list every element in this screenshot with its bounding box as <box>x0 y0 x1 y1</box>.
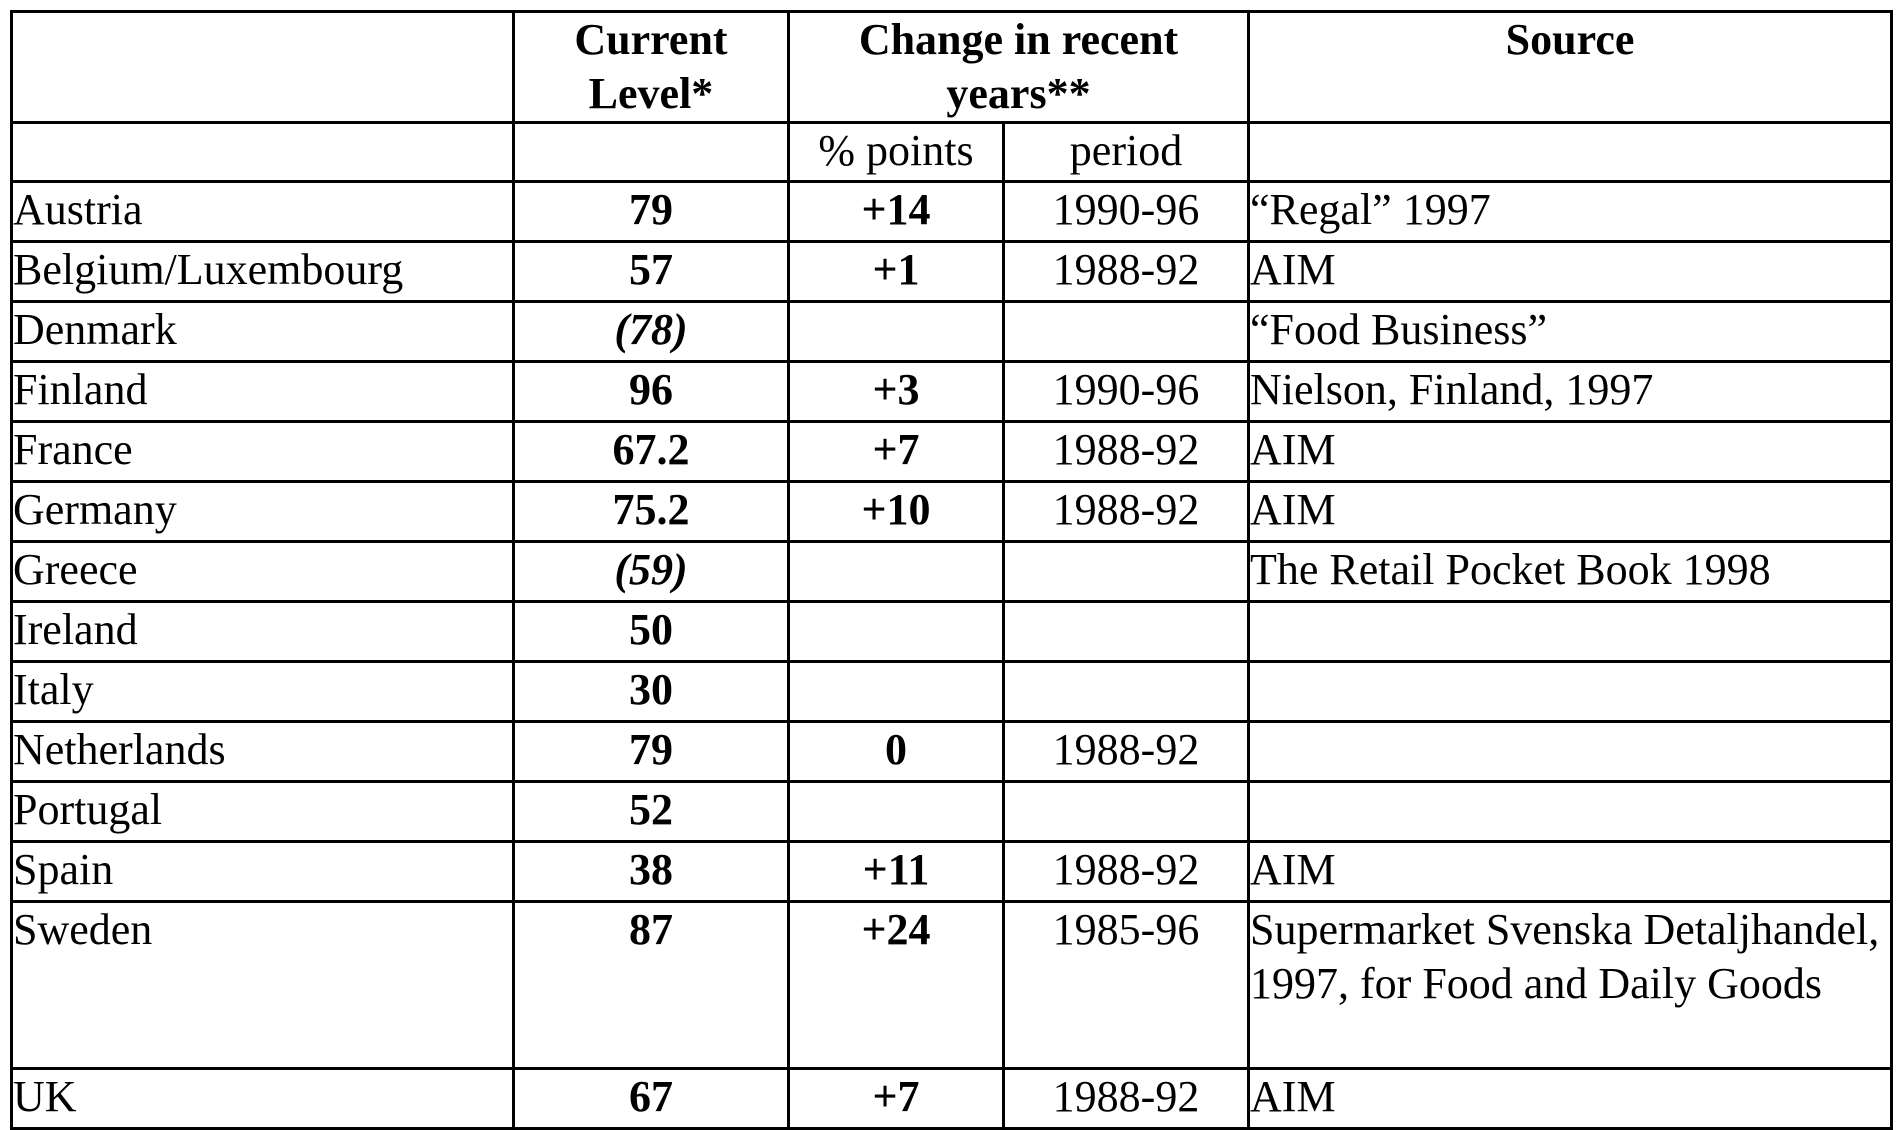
table-row: Spain 38 +11 1988-92 AIM <box>10 840 1894 903</box>
cell-country: Greece <box>10 540 515 603</box>
cell-source <box>1247 720 1894 783</box>
table-row: Greece (59) The Retail Pocket Book 1998 <box>10 540 1894 603</box>
cell-source: The Retail Pocket Book 1998 <box>1247 540 1894 603</box>
cell-source: Nielson, Finland, 1997 <box>1247 360 1894 423</box>
cell-country: Italy <box>10 660 515 723</box>
cell-country: Spain <box>10 840 515 903</box>
cell-current-level: (59) <box>512 540 790 603</box>
cell-change-period: 1990-96 <box>1001 360 1251 423</box>
cell-change-period <box>1001 540 1251 603</box>
table-row: Austria 79 +14 1990-96 “Regal” 1997 <box>10 180 1894 243</box>
table-row: Netherlands 79 0 1988-92 <box>10 720 1894 783</box>
cell-change-points: +7 <box>787 1067 1005 1130</box>
cell-current-level: 79 <box>512 180 790 243</box>
table-row: Portugal 52 <box>10 780 1894 843</box>
cell-current-level: 57 <box>512 240 790 303</box>
cell-change-period: 1990-96 <box>1001 180 1251 243</box>
cell-country: Sweden <box>10 900 515 1070</box>
cell-change-points: +10 <box>787 480 1005 543</box>
cell-change-period: 1988-92 <box>1001 420 1251 483</box>
cell-change-points <box>787 540 1005 603</box>
table-row: Germany 75.2 +10 1988-92 AIM <box>10 480 1894 543</box>
cell-country: Netherlands <box>10 720 515 783</box>
cell-change-points: +1 <box>787 240 1005 303</box>
subheader-period: period <box>1001 121 1251 183</box>
cell-country: France <box>10 420 515 483</box>
cell-source <box>1247 600 1894 663</box>
cell-change-period: 1988-92 <box>1001 720 1251 783</box>
cell-country: Germany <box>10 480 515 543</box>
cell-country: Belgium/Luxembourg <box>10 240 515 303</box>
cell-source: “Regal” 1997 <box>1247 180 1894 243</box>
cell-change-points: +24 <box>787 900 1005 1070</box>
cell-change-period <box>1001 660 1251 723</box>
header-change: Change in recent years** <box>786 10 1251 124</box>
cell-change-points: +3 <box>787 360 1005 423</box>
subheader-blank <box>10 121 515 183</box>
cell-change-period: 1988-92 <box>1001 840 1251 903</box>
cell-change-period: 1988-92 <box>1001 1067 1251 1130</box>
subheader-pct-points: % points <box>787 121 1005 183</box>
table-row: Ireland 50 <box>10 600 1894 663</box>
cell-change-points <box>787 600 1005 663</box>
header-row: Current Level* Change in recent years** … <box>10 10 1894 124</box>
header-current-level: Current Level* <box>512 10 790 124</box>
cell-change-points: +11 <box>787 840 1005 903</box>
cell-country: Portugal <box>10 780 515 843</box>
table-row: Finland 96 +3 1990-96 Nielson, Finland, 1997 <box>10 360 1894 423</box>
header-source: Source <box>1247 10 1894 124</box>
cell-change-period: 1988-92 <box>1001 480 1251 543</box>
table-row: Denmark (78) “Food Business” <box>10 300 1894 363</box>
cell-current-level: 79 <box>512 720 790 783</box>
cell-country: Finland <box>10 360 515 423</box>
cell-current-level: 87 <box>512 900 790 1070</box>
cell-country: Austria <box>10 180 515 243</box>
cell-source: AIM <box>1247 240 1894 303</box>
cell-change-points <box>787 300 1005 363</box>
cell-change-points: +14 <box>787 180 1005 243</box>
cell-source: AIM <box>1247 840 1894 903</box>
table-row: Italy 30 <box>10 660 1894 723</box>
table-row: France 67.2 +7 1988-92 AIM <box>10 420 1894 483</box>
cell-change-points <box>787 780 1005 843</box>
cell-change-period: 1988-92 <box>1001 240 1251 303</box>
cell-current-level: 50 <box>512 600 790 663</box>
data-table: Current Level* Change in recent years** … <box>10 10 1894 1130</box>
cell-current-level: 96 <box>512 360 790 423</box>
cell-source: AIM <box>1247 480 1894 543</box>
cell-current-level: 75.2 <box>512 480 790 543</box>
table-body: Austria 79 +14 1990-96 “Regal” 1997 Belgium/L… <box>10 180 1894 1130</box>
cell-current-level: 38 <box>512 840 790 903</box>
cell-change-period <box>1001 300 1251 363</box>
cell-country: UK <box>10 1067 515 1130</box>
cell-current-level: 67.2 <box>512 420 790 483</box>
subheader-blank <box>512 121 790 183</box>
header-blank <box>10 10 515 124</box>
cell-change-period <box>1001 780 1251 843</box>
cell-source: Supermarket Svenska Detaljhandel, 1997, … <box>1247 900 1894 1070</box>
subheader-row: % points period <box>10 121 1894 183</box>
cell-source <box>1247 780 1894 843</box>
cell-change-period: 1985-96 <box>1001 900 1251 1070</box>
cell-source: AIM <box>1247 1067 1894 1130</box>
cell-change-points: +7 <box>787 420 1005 483</box>
cell-country: Denmark <box>10 300 515 363</box>
table-row: Sweden 87 +24 1985-96 Supermarket Svenska De… <box>10 900 1894 1070</box>
cell-current-level: 52 <box>512 780 790 843</box>
cell-source: “Food Business” <box>1247 300 1894 363</box>
table-row: UK 67 +7 1988-92 AIM <box>10 1067 1894 1130</box>
cell-country: Ireland <box>10 600 515 663</box>
cell-change-points <box>787 660 1005 723</box>
table-row: Belgium/Luxembourg 57 +1 1988-92 AIM <box>10 240 1894 303</box>
cell-current-level: 30 <box>512 660 790 723</box>
cell-current-level: (78) <box>512 300 790 363</box>
cell-change-period <box>1001 600 1251 663</box>
cell-change-points: 0 <box>787 720 1005 783</box>
cell-source <box>1247 660 1894 723</box>
cell-source: AIM <box>1247 420 1894 483</box>
subheader-blank <box>1247 121 1894 183</box>
cell-current-level: 67 <box>512 1067 790 1130</box>
